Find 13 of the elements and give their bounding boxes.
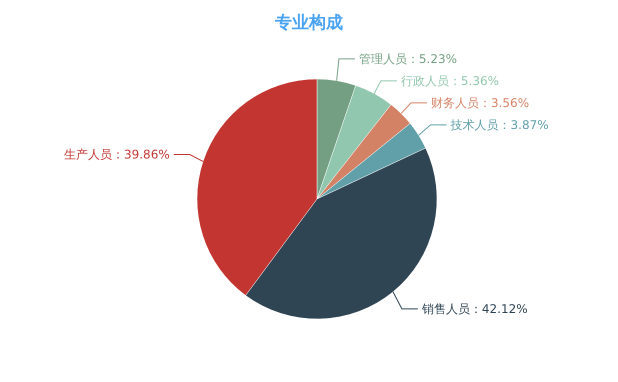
slice-label: 生产人员 <box>64 148 112 162</box>
data-label: ：3.56% <box>478 96 530 110</box>
data-label: ：3.87% <box>498 118 549 132</box>
slice-label: 行政人员 <box>400 74 449 88</box>
data-label: ：5.36% <box>448 74 500 88</box>
chart-title: 专业构成 <box>274 13 343 33</box>
slice-label: 技术人员 <box>450 118 499 132</box>
data-label: ：39.86% <box>112 148 170 162</box>
data-label: ：42.12% <box>470 302 528 316</box>
slice-label: 管理人员 <box>358 52 407 66</box>
slice-label: 销售人员 <box>420 302 470 316</box>
data-label: ：5.23% <box>406 52 458 66</box>
slice-label: 财务人员 <box>430 96 479 110</box>
